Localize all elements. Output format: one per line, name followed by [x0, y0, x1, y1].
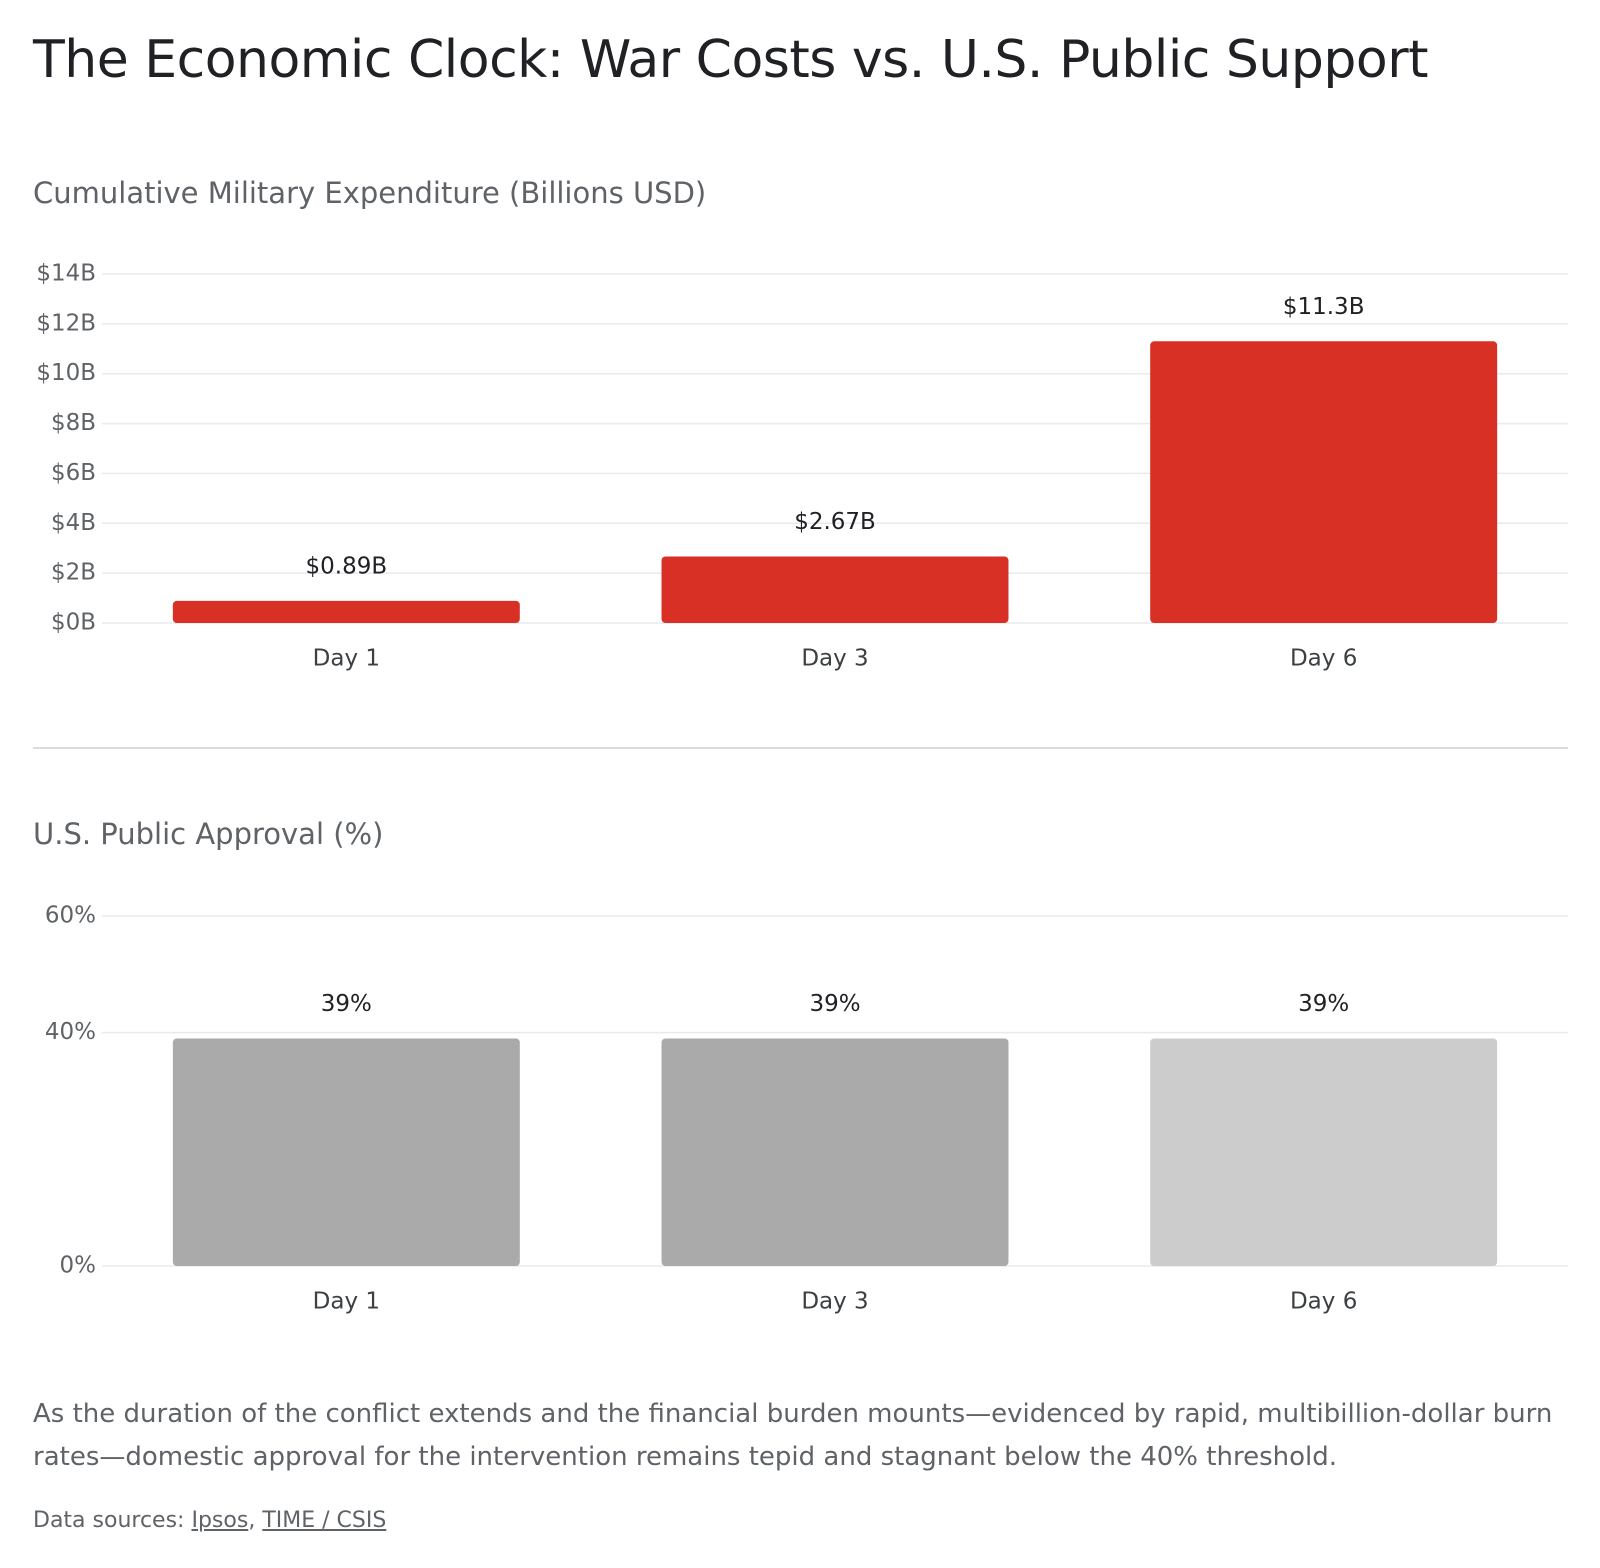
value-label: 39%: [321, 991, 372, 1017]
y-tick-label: $6B: [51, 460, 96, 486]
separator: ,: [248, 1508, 256, 1533]
y-tick-label: 40%: [45, 1019, 96, 1045]
value-label: $0.89B: [306, 553, 388, 579]
description: As the duration of the conflict extends …: [33, 1399, 1553, 1472]
bar: [1150, 1038, 1498, 1266]
y-tick-label: $8B: [51, 410, 96, 436]
y-tick-label: $14B: [36, 261, 96, 287]
x-tick-label: Day 1: [313, 646, 380, 672]
y-tick-label: $2B: [51, 560, 96, 586]
sources-label: Data sources:: [33, 1508, 185, 1533]
y-tick-label: $0B: [51, 610, 96, 636]
value-label: $11.3B: [1283, 294, 1365, 320]
y-tick-label: $10B: [36, 360, 96, 386]
bar: [172, 1038, 520, 1266]
chart-title: U.S. Public Approval (%): [33, 817, 383, 851]
y-tick-label: 0%: [60, 1253, 97, 1279]
bar: [661, 556, 1009, 623]
y-tick-label: $12B: [36, 310, 96, 336]
x-tick-label: Day 6: [1290, 646, 1357, 672]
value-label: 39%: [1298, 991, 1349, 1017]
x-tick-label: Day 3: [801, 646, 868, 672]
source-link[interactable]: Ipsos: [191, 1508, 249, 1533]
x-tick-label: Day 6: [1290, 1289, 1357, 1315]
x-tick-label: Day 3: [801, 1289, 868, 1315]
charts: Cumulative Military Expenditure (Billion…: [33, 176, 1568, 1315]
y-tick-label: 60%: [45, 903, 96, 929]
y-tick-label: $4B: [51, 510, 96, 536]
value-label: 39%: [809, 991, 860, 1017]
bar: [661, 1038, 1009, 1266]
bar: [1150, 341, 1498, 623]
page-title: The Economic Clock: War Costs vs. U.S. P…: [33, 30, 1428, 90]
x-tick-label: Day 1: [313, 1289, 380, 1315]
sources: Data sources: Ipsos, TIME / CSIS: [33, 1508, 386, 1533]
value-label: $2.67B: [794, 509, 876, 535]
chart-title: Cumulative Military Expenditure (Billion…: [33, 176, 706, 210]
bar: [172, 600, 520, 623]
source-link[interactable]: TIME / CSIS: [262, 1508, 387, 1533]
